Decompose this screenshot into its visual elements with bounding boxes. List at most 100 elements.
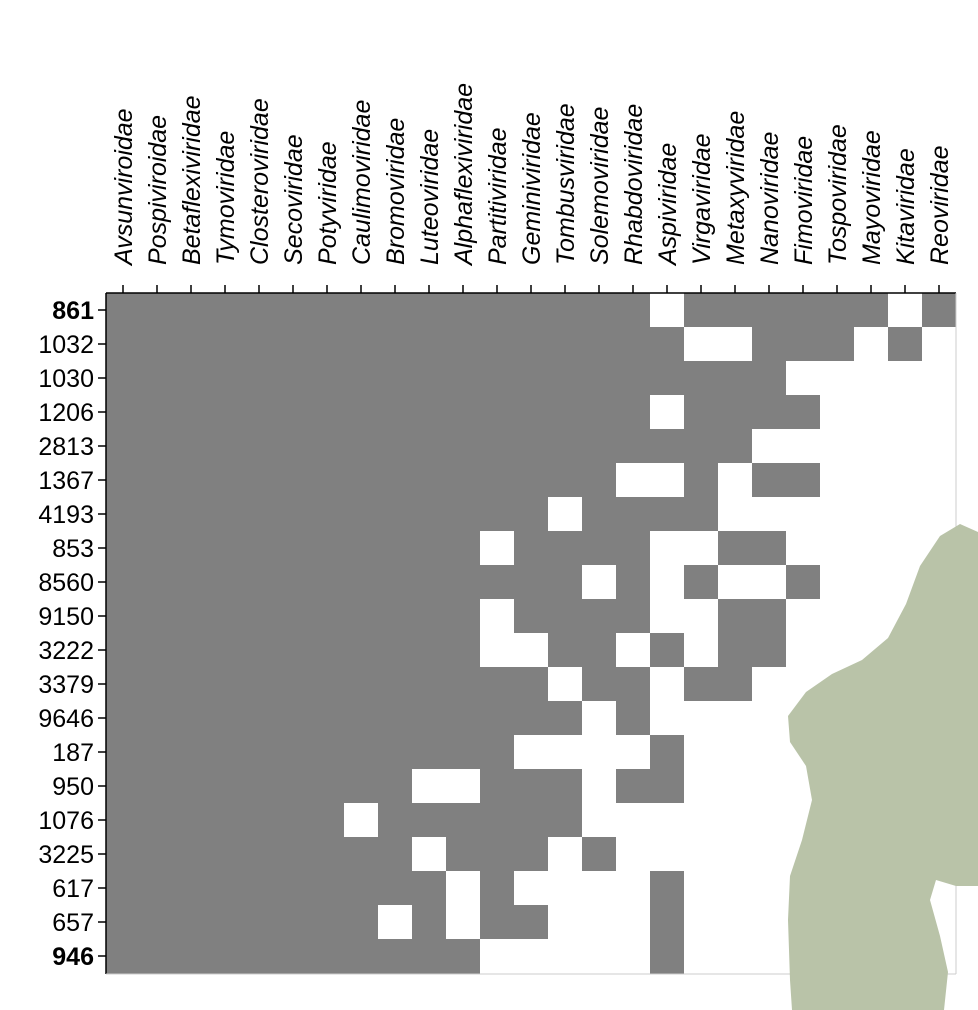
matrix-cell	[344, 735, 379, 770]
matrix-cell	[174, 565, 209, 600]
matrix-cell	[820, 497, 855, 532]
matrix-cell	[378, 735, 413, 770]
matrix-cell	[174, 871, 209, 906]
matrix-cell	[718, 803, 753, 838]
matrix-cell	[174, 463, 209, 498]
matrix-cell	[718, 327, 753, 362]
matrix-cell	[412, 871, 447, 906]
matrix-cell	[344, 701, 379, 736]
matrix-cell	[140, 701, 175, 736]
matrix-cell	[514, 429, 549, 464]
matrix-cell	[412, 463, 447, 498]
matrix-cell	[242, 667, 277, 702]
matrix-cell	[684, 769, 719, 804]
column-label: Secoviridae	[280, 134, 308, 265]
column-label: Reoviridae	[926, 145, 954, 265]
matrix-cell	[412, 939, 447, 974]
column-label: Rhabdoviridae	[620, 104, 648, 265]
matrix-cell	[650, 531, 685, 566]
matrix-cell	[480, 531, 515, 566]
matrix-cell	[616, 463, 651, 498]
matrix-cell	[854, 463, 889, 498]
matrix-cell	[412, 497, 447, 532]
matrix-cell	[684, 667, 719, 702]
matrix-cell	[310, 769, 345, 804]
matrix-cell	[344, 531, 379, 566]
matrix-cell	[718, 395, 753, 430]
matrix-cell	[684, 429, 719, 464]
matrix-cell	[752, 735, 787, 770]
matrix-cell	[412, 429, 447, 464]
matrix-cell	[276, 837, 311, 872]
matrix-cell	[106, 701, 141, 736]
matrix-cell	[514, 735, 549, 770]
matrix-cell	[174, 429, 209, 464]
matrix-cell	[650, 769, 685, 804]
matrix-cell	[446, 633, 481, 668]
matrix-cell	[888, 497, 923, 532]
matrix-cell	[412, 803, 447, 838]
matrix-cell	[276, 905, 311, 940]
matrix-cell	[684, 735, 719, 770]
matrix-cell	[684, 803, 719, 838]
matrix-cell	[684, 497, 719, 532]
matrix-cell	[650, 735, 685, 770]
matrix-cell	[922, 327, 957, 362]
matrix-cell	[242, 871, 277, 906]
matrix-cell	[514, 837, 549, 872]
matrix-cell	[446, 497, 481, 532]
matrix-cell	[582, 803, 617, 838]
column-label: Betaflexiviridae	[178, 95, 206, 265]
matrix-cell	[718, 667, 753, 702]
matrix-cell	[208, 599, 243, 634]
matrix-cell	[820, 429, 855, 464]
matrix-cell	[548, 871, 583, 906]
matrix-cell	[242, 803, 277, 838]
matrix-cell	[582, 327, 617, 362]
matrix-cell	[548, 769, 583, 804]
matrix-cell	[480, 599, 515, 634]
matrix-cell	[310, 395, 345, 430]
matrix-cell	[616, 395, 651, 430]
matrix-cell	[310, 803, 345, 838]
row-label: 950	[52, 773, 94, 801]
matrix-cell	[752, 871, 787, 906]
matrix-cell	[344, 803, 379, 838]
matrix-cell	[378, 361, 413, 396]
matrix-cell	[854, 395, 889, 430]
matrix-cell	[582, 599, 617, 634]
matrix-cell	[446, 531, 481, 566]
matrix-cell	[276, 531, 311, 566]
matrix-cell	[106, 361, 141, 396]
matrix-cell	[242, 463, 277, 498]
matrix-cell	[446, 701, 481, 736]
matrix-cell	[922, 497, 957, 532]
matrix-cell	[174, 735, 209, 770]
matrix-cell	[106, 939, 141, 974]
matrix-cell	[650, 361, 685, 396]
matrix-cell	[514, 905, 549, 940]
matrix-cell	[718, 293, 753, 328]
matrix-cell	[276, 327, 311, 362]
matrix-cell	[480, 361, 515, 396]
row-label: 4193	[38, 501, 94, 529]
matrix-cell	[446, 939, 481, 974]
matrix-cell	[650, 837, 685, 872]
matrix-cell	[718, 735, 753, 770]
matrix-cell	[684, 599, 719, 634]
matrix-cell	[174, 803, 209, 838]
row-label: 946	[52, 943, 94, 971]
matrix-cell	[310, 361, 345, 396]
matrix-cell	[650, 633, 685, 668]
matrix-cell	[140, 735, 175, 770]
matrix-cell	[616, 633, 651, 668]
matrix-cell	[582, 293, 617, 328]
matrix-cell	[140, 429, 175, 464]
matrix-cell	[310, 667, 345, 702]
matrix-cell	[480, 905, 515, 940]
matrix-cell	[174, 531, 209, 566]
matrix-cell	[548, 667, 583, 702]
matrix-cell	[548, 837, 583, 872]
matrix-cell	[718, 939, 753, 974]
matrix-cell	[208, 565, 243, 600]
